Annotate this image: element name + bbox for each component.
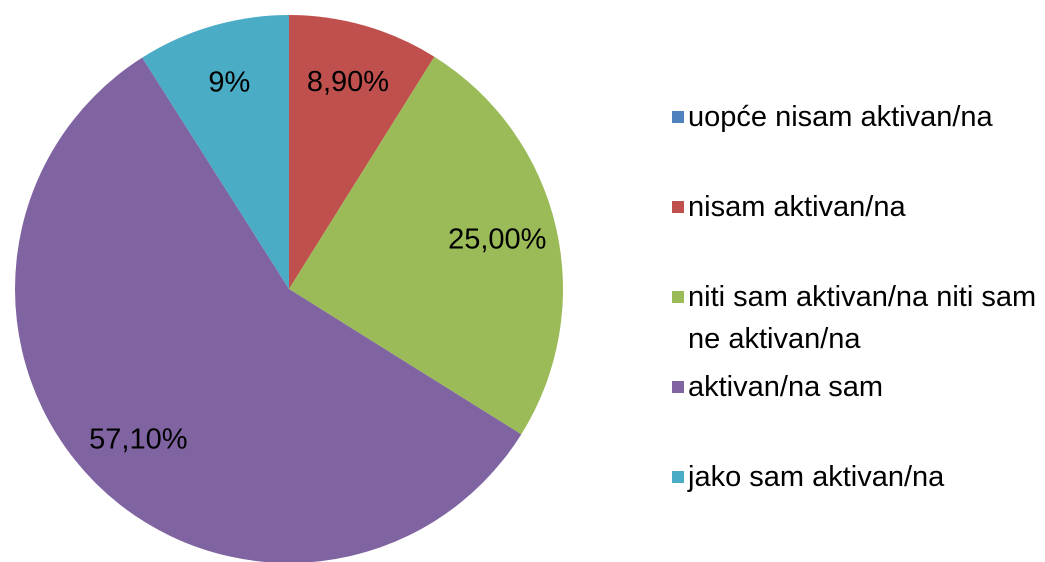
legend-swatch [672, 201, 684, 213]
legend-label: nisam aktivan/na [688, 191, 906, 223]
legend-item: niti sam aktivan/na niti sam ne aktivan/… [672, 276, 1042, 366]
legend-label: jako sam aktivan/na [688, 461, 945, 493]
legend-item: nisam aktivan/na [672, 186, 1042, 276]
legend: uopće nisam aktivan/na nisam aktivan/na ni… [672, 96, 1042, 546]
chart: 8,90% 25,00% 57,10% 9% [15, 15, 563, 562]
data-label: 57,10% [89, 423, 187, 455]
data-label: 9% [208, 66, 250, 98]
legend-label: aktivan/na sam [688, 371, 884, 403]
pie-slice [142, 15, 289, 289]
legend-swatch [672, 381, 684, 393]
pie-slice [289, 56, 563, 435]
legend-swatch [672, 111, 684, 123]
legend-item: jako sam aktivan/na [672, 456, 1042, 546]
pie-slice [15, 57, 522, 562]
legend-swatch [672, 291, 684, 303]
data-label: 25,00% [448, 224, 546, 256]
legend-label: uopće nisam aktivan/na [688, 101, 993, 133]
legend-item: aktivan/na sam [672, 366, 1042, 456]
legend-item: uopće nisam aktivan/na [672, 96, 1042, 186]
data-label: 8,90% [307, 66, 389, 98]
legend-swatch [672, 471, 684, 483]
pie-slice [289, 15, 435, 289]
legend-label: niti sam aktivan/na niti sam ne aktivan/… [688, 281, 1037, 355]
